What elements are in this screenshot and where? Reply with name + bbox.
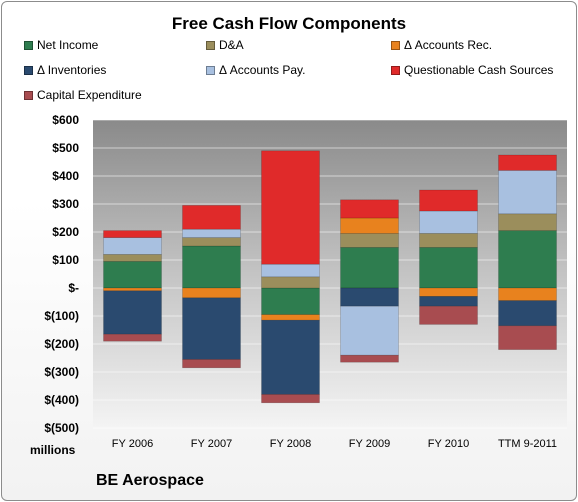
legend-swatch-inventories	[24, 65, 33, 75]
y-tick-label: $100	[52, 253, 79, 267]
bar-segment	[340, 287, 399, 307]
bar-segment	[103, 261, 162, 289]
bar-segment	[103, 230, 162, 238]
x-tick-label: TTM 9-2011	[498, 438, 557, 450]
legend-swatch-accounts-pay	[206, 65, 215, 75]
x-tick-label: FY 2009	[349, 438, 390, 450]
y-tick-label: $600	[52, 113, 79, 127]
units-label: millions	[30, 443, 76, 457]
bar-segment	[340, 199, 399, 219]
bar-segment	[498, 287, 557, 301]
bar-segment	[498, 325, 557, 350]
legend-item-capex: Capital Expenditure	[24, 88, 142, 102]
legend-item-accounts-pay: Δ Accounts Pay.	[206, 63, 306, 77]
y-tick-label: $(200)	[44, 337, 79, 351]
bar-segment	[182, 205, 241, 230]
bar-segment	[182, 237, 241, 247]
legend-swatch-capex	[24, 90, 33, 100]
bar-segment	[261, 150, 320, 265]
bar-segment	[419, 287, 478, 297]
bar-segment	[261, 263, 320, 278]
bar-segment	[182, 245, 241, 289]
bar-segment	[261, 394, 320, 404]
bar-segment	[498, 213, 557, 231]
legend-swatch-accounts-rec	[391, 40, 400, 50]
bar-segment	[419, 189, 478, 212]
bar-segment	[419, 305, 478, 325]
bar-segment	[261, 319, 320, 395]
x-tick-label: FY 2007	[191, 438, 232, 450]
bar-segment	[419, 210, 478, 234]
bar-segment	[419, 296, 478, 307]
legend-item-net-income: Net Income	[24, 38, 98, 52]
bar-segment	[103, 287, 162, 292]
bar-segment	[498, 230, 557, 289]
bar-segment	[103, 290, 162, 335]
legend-item-da: D&A	[206, 38, 244, 52]
bar-segment	[419, 233, 478, 248]
chart-title: Free Cash Flow Components	[171, 14, 407, 33]
y-tick-label: $300	[52, 197, 79, 211]
legend-item-inventories: Δ Inventories	[24, 63, 106, 77]
legend-label: Net Income	[37, 38, 99, 52]
plot-area	[93, 120, 567, 428]
bar-segment	[261, 276, 320, 289]
bar-segment	[498, 154, 557, 171]
legend-item-questionable: Questionable Cash Sources	[391, 63, 553, 77]
legend-swatch-questionable	[391, 65, 400, 75]
y-tick-label: $(300)	[44, 365, 79, 379]
legend-label: Δ Accounts Pay.	[219, 63, 306, 77]
bar-segment	[419, 247, 478, 289]
x-tick-label: FY 2006	[112, 438, 153, 450]
bar-segment	[340, 305, 399, 356]
bar-segment	[340, 217, 399, 234]
bar-segment	[182, 287, 241, 299]
bar-segment	[261, 314, 320, 321]
bar-segment	[261, 287, 320, 315]
bar-segment	[182, 228, 241, 238]
legend-item-accounts-rec: Δ Accounts Rec.	[391, 38, 492, 52]
legend-swatch-net-income	[24, 40, 33, 50]
bar-segment	[498, 300, 557, 327]
bar-segment	[103, 237, 162, 255]
bar-segment	[103, 333, 162, 342]
y-tick-label: $400	[52, 169, 79, 183]
bar-segment	[340, 247, 399, 289]
y-tick-label: $(500)	[44, 421, 79, 435]
y-tick-label: $(400)	[44, 393, 79, 407]
y-tick-label: $-	[68, 281, 79, 295]
bar-segment	[103, 254, 162, 262]
legend-label: D&A	[219, 38, 244, 52]
bar-segment	[498, 170, 557, 215]
legend-label: Capital Expenditure	[37, 88, 142, 102]
legend-label: Δ Accounts Rec.	[404, 38, 493, 52]
legend-label: Questionable Cash Sources	[404, 63, 554, 77]
x-tick-label: FY 2008	[270, 438, 311, 450]
bar-segment	[340, 233, 399, 248]
legend-swatch-da	[206, 40, 215, 50]
legend-label: Δ Inventories	[37, 63, 107, 77]
y-tick-label: $200	[52, 225, 79, 239]
x-tick-label: FY 2010	[428, 438, 469, 450]
y-tick-label: $(100)	[44, 309, 79, 323]
bar-segment	[340, 354, 399, 363]
y-tick-label: $500	[52, 141, 79, 155]
bar-segment	[182, 297, 241, 360]
bar-segment	[182, 359, 241, 369]
company-name: BE Aerospace	[96, 472, 204, 489]
